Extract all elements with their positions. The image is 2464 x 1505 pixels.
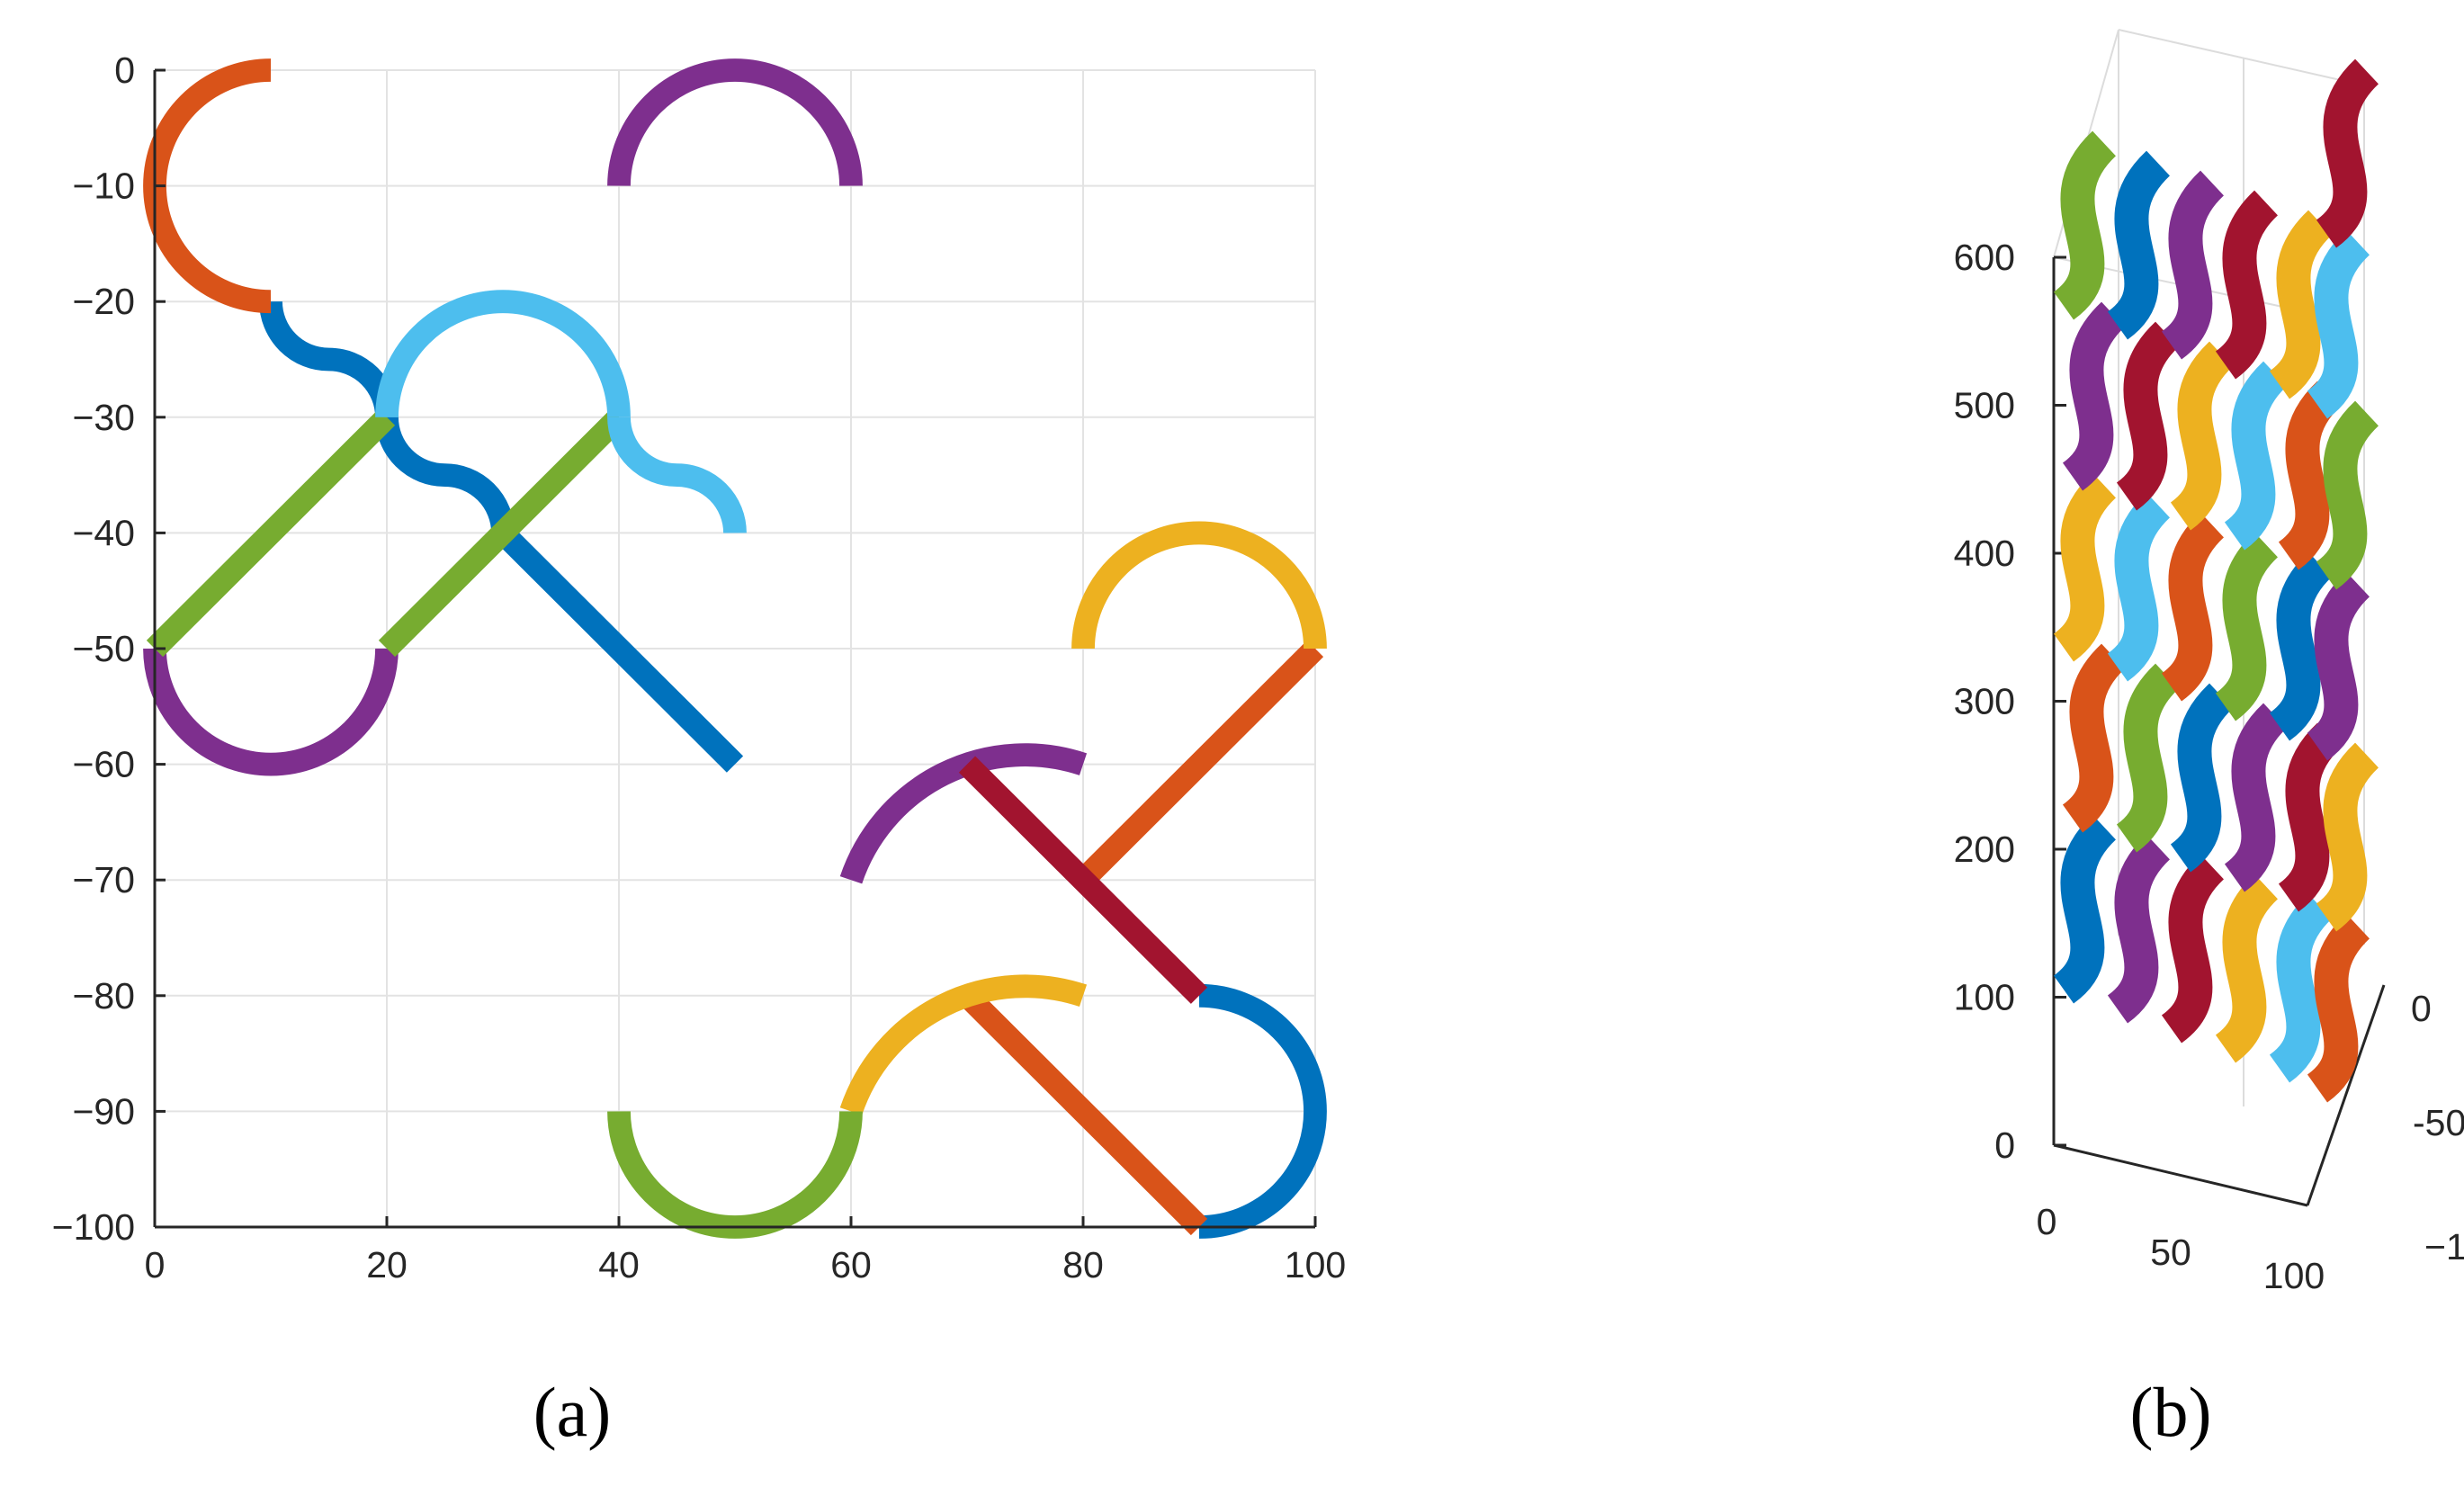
ribbon-segment: [2269, 893, 2333, 1083]
curve-segment: [839, 974, 1088, 1115]
z-tick-label: 400: [1954, 533, 2015, 574]
curve-segment: [1071, 521, 1327, 649]
ribbon-segment: [2215, 190, 2279, 380]
ribbon-segment: [2215, 532, 2279, 721]
ribbon-segment: [2107, 834, 2171, 1024]
ribbon-segment: [2307, 229, 2370, 419]
z-tick-label: 500: [1954, 385, 2015, 426]
y-tick-label: 0: [2411, 988, 2432, 1029]
x-tick-label: 40: [598, 1244, 640, 1286]
ribbon-segment: [2316, 400, 2379, 590]
y-tick-label: −60: [72, 744, 135, 785]
y-tick-label: −90: [72, 1090, 135, 1132]
ribbon-segment: [2316, 742, 2379, 932]
x-tick-label: 60: [830, 1244, 872, 1286]
ribbon-segment: [2053, 130, 2117, 320]
panel-a-plot: 0 20 40 60 80 100 0 −10 −20 −30 −40 −50 −60 −70 −80 −90…: [52, 49, 1347, 1451]
y-tick-label: −40: [72, 512, 135, 553]
curve-segment: [143, 648, 399, 776]
y-tick-label: −80: [72, 975, 135, 1017]
y-tick-label: -50: [2413, 1102, 2464, 1143]
ribbon-segment: [2316, 58, 2379, 248]
ribbon-segment: [2224, 703, 2288, 892]
ribbon-segment: [2062, 643, 2126, 833]
curve-segment: [375, 417, 515, 533]
x-tick-label: 100: [2263, 1255, 2325, 1296]
ribbon-segment: [2161, 170, 2225, 360]
y-tick-label: −100: [2424, 1226, 2464, 1268]
ribbon-segment: [2107, 150, 2171, 340]
ribbon-segment: [2307, 571, 2370, 761]
ribbon-segment: [2053, 472, 2117, 662]
x-tick-label: 0: [145, 1244, 166, 1286]
box-edge: [2118, 29, 2365, 86]
z-tick-label: 100: [1954, 977, 2015, 1018]
x-tick-label: 20: [366, 1244, 408, 1286]
z-tick-label: 0: [1994, 1124, 2015, 1166]
ribbon-segment: [2116, 321, 2180, 511]
curve-segment: [607, 417, 747, 533]
x-tick-label: 80: [1062, 1244, 1104, 1286]
x-tick-label: 50: [2150, 1232, 2191, 1273]
x-tick-label: 100: [1285, 1244, 1346, 1286]
ribbon-segment: [2161, 854, 2225, 1044]
panel-a-tick-labels: 0 20 40 60 80 100 0 −10 −20 −30 −40 −50 −60 −70 −80 −90…: [52, 49, 1347, 1286]
y-tick-label: −70: [72, 859, 135, 900]
panel-b-tick-labels: 0 100 200 300 400 500 600 0 50 100 0 -50 −100: [1954, 237, 2464, 1296]
ribbon-segment: [2307, 913, 2370, 1103]
ribbon-segment: [2053, 814, 2117, 1004]
ribbon-segment: [2269, 210, 2333, 399]
ribbon-segment: [2062, 301, 2126, 491]
x-tick-label: 0: [2037, 1201, 2057, 1242]
panel-b-ribbons: [2053, 58, 2379, 1103]
curve-segment: [607, 58, 863, 186]
y-tick-label: −30: [72, 397, 135, 438]
y-tick-label: 0: [114, 49, 135, 91]
curve-segment: [1198, 983, 1327, 1239]
panel-a-axes: [153, 68, 1317, 1229]
z-tick-label: 200: [1954, 829, 2015, 870]
curve-segment: [839, 743, 1088, 884]
z-tick-label: 600: [1954, 237, 2015, 278]
ribbon-segment: [2215, 873, 2279, 1063]
ribbon-segment: [2170, 683, 2234, 873]
y-tick-label: −50: [72, 628, 135, 669]
panel-a-caption: (a): [533, 1373, 612, 1451]
ribbon-segment: [2107, 492, 2171, 682]
panel-b-plot: 0 100 200 300 400 500 600 0 50 100 0 -50 −100 (b): [1954, 29, 2464, 1451]
curve-segment: [375, 290, 631, 417]
panel-b-caption: (b): [2130, 1373, 2212, 1451]
y-tick-label: −10: [72, 166, 135, 207]
ribbon-segment: [2170, 341, 2234, 531]
ribbon-segment: [2278, 381, 2342, 570]
y-tick-label: −100: [52, 1206, 135, 1248]
y-tick-label: −20: [72, 281, 135, 322]
ribbon-segment: [2278, 722, 2342, 912]
ribbon-segment: [2224, 361, 2288, 551]
ribbon-segment: [2116, 663, 2180, 853]
ribbon-segment: [2269, 551, 2333, 741]
ribbon-segment: [2161, 512, 2225, 702]
x-axis-line: [2053, 1143, 2308, 1207]
y-axis-line: [2306, 984, 2386, 1206]
z-tick-label: 300: [1954, 681, 2015, 722]
